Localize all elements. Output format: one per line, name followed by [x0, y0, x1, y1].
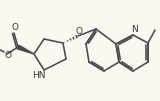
Text: HN: HN	[32, 70, 46, 79]
Text: O: O	[12, 24, 19, 33]
Text: N: N	[131, 25, 137, 35]
Polygon shape	[17, 45, 34, 54]
Text: O: O	[76, 26, 83, 35]
Text: O: O	[4, 50, 12, 59]
